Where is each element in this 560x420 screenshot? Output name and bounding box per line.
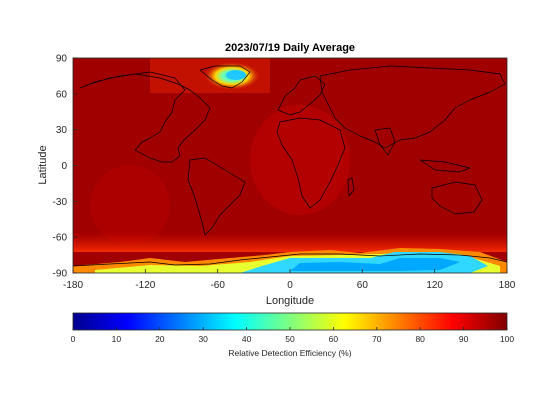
antarctica-coast: [73, 253, 507, 267]
colorbar-ticks: 0 10 20 30 40 50 60 70 80 90 100: [71, 327, 514, 344]
x-axis-ticks: -180 -120 -60 0 60 120 180: [63, 269, 516, 291]
colorbar-tick-label: 100: [500, 334, 514, 344]
colorbar-tick-label: 30: [198, 334, 208, 344]
europe-coast: [277, 75, 326, 116]
y-axis-label: Latitude: [37, 145, 49, 184]
x-tick-label: -180: [63, 280, 83, 291]
india-coast: [374, 127, 396, 156]
north-america-coast: [79, 71, 211, 163]
x-tick-label: 60: [357, 280, 369, 291]
y-tick-label: 90: [56, 54, 68, 65]
colorbar-tick-label: 20: [155, 334, 165, 344]
colorbar-tick-label: 50: [285, 334, 295, 344]
y-tick-label: -60: [53, 233, 68, 244]
coastlines: [73, 65, 507, 267]
y-axis-ticks: 90 60 30 0 -30 -60 -90: [53, 54, 77, 280]
greenland-core: [226, 70, 246, 80]
pacific-brighter-region: [90, 165, 170, 245]
colorbar-label: Relative Detection Efficiency (%): [228, 348, 351, 358]
colorbar-tick-label: 70: [372, 334, 382, 344]
greenland-coast: [199, 65, 251, 89]
tropical-brighter-region: [250, 105, 350, 215]
x-tick-label: -60: [210, 280, 225, 291]
colorbar-tick-label: 40: [242, 334, 252, 344]
x-tick-label: 180: [499, 280, 516, 291]
y-tick-label: -30: [53, 197, 68, 208]
y-tick-label: 60: [56, 89, 68, 100]
australia-coast: [431, 181, 483, 215]
indonesia-coast: [419, 159, 471, 173]
x-tick-label: -120: [135, 280, 155, 291]
southern-ocean-band: [73, 232, 507, 252]
y-tick-label: -90: [53, 269, 68, 280]
colorbar-tick-label: 10: [112, 334, 122, 344]
x-tick-label: 120: [426, 280, 443, 291]
map-title: 2023/07/19 Daily Average: [225, 42, 355, 54]
colorbar-tick-label: 0: [71, 334, 76, 344]
colorbar-tick-label: 60: [329, 334, 339, 344]
south-america-coast: [187, 157, 246, 236]
y-tick-label: 30: [56, 125, 68, 136]
y-tick-label: 0: [61, 161, 67, 172]
east-antarctica-core: [290, 258, 460, 271]
africa-coast: [276, 117, 346, 209]
x-axis-label: Longitude: [266, 295, 314, 307]
colorbar-tick-label: 80: [415, 334, 425, 344]
madagascar-coast: [347, 177, 355, 197]
asia-coast: [319, 65, 506, 149]
map-panel: [73, 58, 507, 273]
colorbar-tick-label: 90: [459, 334, 469, 344]
x-tick-label: 0: [287, 280, 293, 291]
